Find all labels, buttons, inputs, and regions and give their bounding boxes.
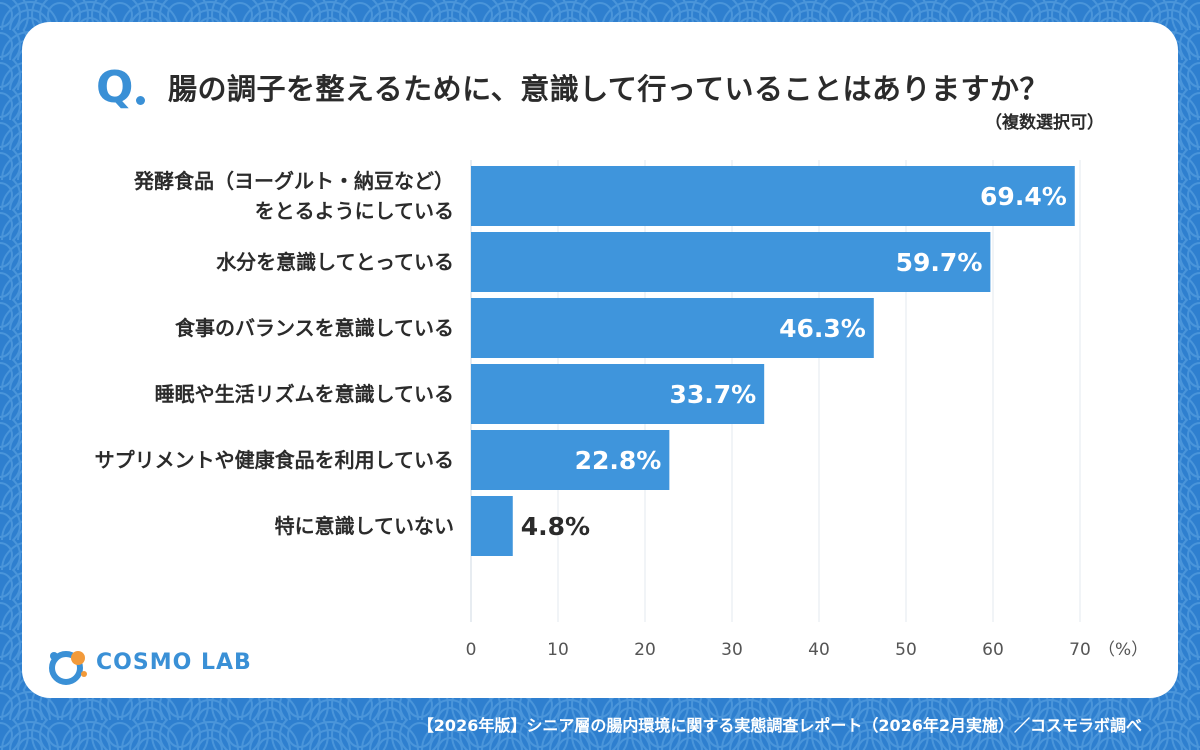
category-label: 特に意識していない bbox=[274, 514, 454, 538]
bar bbox=[471, 166, 1075, 226]
category-label: サプリメントや健康食品を利用している bbox=[94, 448, 454, 472]
x-tick-label: 10 bbox=[547, 640, 569, 660]
cosmo-lab-logo-icon bbox=[49, 651, 87, 685]
category-label: 睡眠や生活リズムを意識している bbox=[154, 382, 454, 406]
x-tick-label: 50 bbox=[895, 640, 917, 660]
bar bbox=[471, 430, 670, 490]
x-axis-unit: （%） bbox=[1098, 640, 1148, 660]
x-tick-label: 0 bbox=[466, 640, 477, 660]
bar bbox=[471, 298, 874, 358]
bar-value-label: 69.4% bbox=[980, 182, 1067, 211]
category-label: 水分を意識してとっている bbox=[216, 250, 454, 274]
x-tick-label: 30 bbox=[721, 640, 743, 660]
bar-value-label: 22.8% bbox=[575, 446, 662, 475]
source-footer: 【2026年版】シニア層の腸内環境に関する実態調査レポート（2026年2月実施）… bbox=[417, 716, 1142, 735]
bar-value-label: 59.7% bbox=[896, 248, 983, 277]
x-tick-label: 40 bbox=[808, 640, 830, 660]
bar-value-label: 46.3% bbox=[779, 314, 866, 343]
category-label: 発酵食品（ヨーグルト・納豆など） をとるようにしている bbox=[134, 169, 454, 223]
bar bbox=[471, 364, 765, 424]
logo-text: COSMO LAB bbox=[96, 650, 252, 675]
x-tick-label: 70 bbox=[1069, 640, 1091, 660]
multiple-choice-note: （複数選択可） bbox=[985, 113, 1104, 133]
bar-value-label: 4.8% bbox=[521, 512, 590, 541]
bar bbox=[471, 496, 513, 556]
x-tick-label: 20 bbox=[634, 640, 656, 660]
question-mark-q: Q bbox=[96, 62, 134, 113]
bar bbox=[471, 232, 991, 292]
question-title: 腸の調子を整えるために、意識して行っていることはありますか？ bbox=[168, 72, 1049, 106]
bar-value-label: 33.7% bbox=[669, 380, 756, 409]
category-label: 食事のバランスを意識している bbox=[175, 316, 454, 340]
chart-card bbox=[22, 22, 1178, 698]
question-mark-dot bbox=[136, 96, 145, 105]
x-tick-label: 60 bbox=[982, 640, 1004, 660]
